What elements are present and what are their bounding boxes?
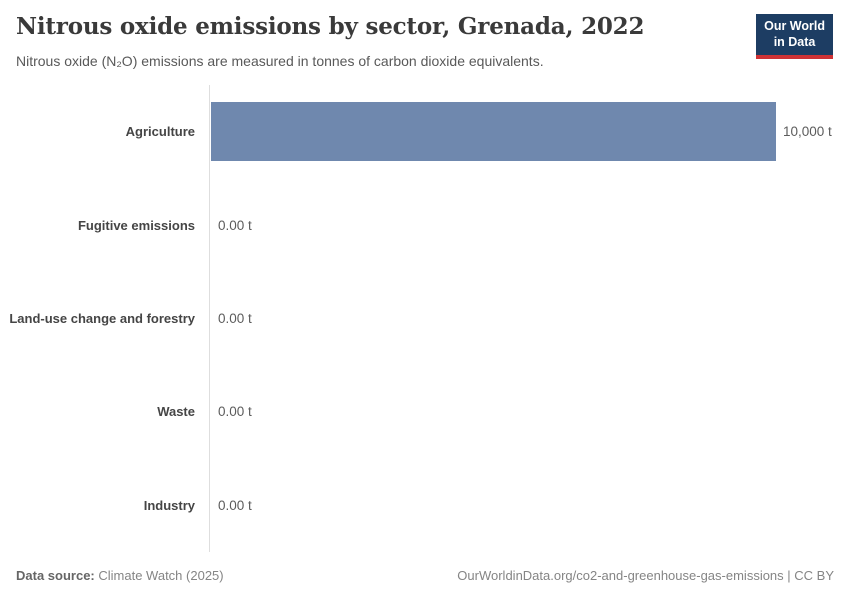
owid-logo-line1: Our World (764, 19, 825, 33)
chart-row: Agriculture 10,000 t (0, 85, 835, 178)
bar-area: 0.00 t (209, 382, 835, 441)
chart-row: Land-use change and forestry 0.00 t (0, 272, 835, 365)
chart-row: Industry 0.00 t (0, 459, 835, 552)
chart-row: Fugitive emissions 0.00 t (0, 178, 835, 271)
chart-rows: Agriculture 10,000 t Fugitive emissions 0.0… (0, 85, 835, 552)
bar[interactable] (211, 102, 776, 162)
category-label: Agriculture (125, 124, 195, 140)
owid-logo-line2: in Data (773, 35, 816, 50)
value-label: 0.00 t (218, 497, 252, 513)
credit-line: OurWorldinData.org/co2-and-greenhouse-ga… (457, 568, 834, 583)
value-label: 10,000 t (783, 124, 832, 140)
data-source: Data source: Climate Watch (2025) (16, 568, 224, 583)
data-source-value: Climate Watch (2025) (98, 568, 224, 583)
value-label: 0.00 t (218, 217, 252, 233)
owid-logo: Our World in Data (756, 14, 833, 59)
bar-area: 0.00 t (209, 289, 835, 348)
value-label: 0.00 t (218, 311, 252, 327)
data-source-label: Data source: (16, 568, 95, 583)
category-label: Land-use change and forestry (9, 311, 195, 327)
bar-area: 0.00 t (209, 196, 835, 255)
y-axis-line (209, 85, 210, 552)
bar-area: 10,000 t (209, 102, 835, 162)
chart-subtitle: Nitrous oxide (N₂O) emissions are measur… (16, 53, 544, 69)
chart-row: Waste 0.00 t (0, 365, 835, 458)
bar-chart: Agriculture 10,000 t Fugitive emissions 0.0… (0, 85, 835, 552)
category-label: Waste (157, 404, 195, 420)
chart-footer: Data source: Climate Watch (2025) OurWor… (16, 568, 834, 583)
page-title: Nitrous oxide emissions by sector, Grena… (16, 13, 645, 40)
category-label: Industry (143, 497, 195, 513)
bar-area: 0.00 t (209, 476, 835, 535)
category-label: Fugitive emissions (77, 217, 195, 233)
value-label: 0.00 t (218, 404, 252, 420)
